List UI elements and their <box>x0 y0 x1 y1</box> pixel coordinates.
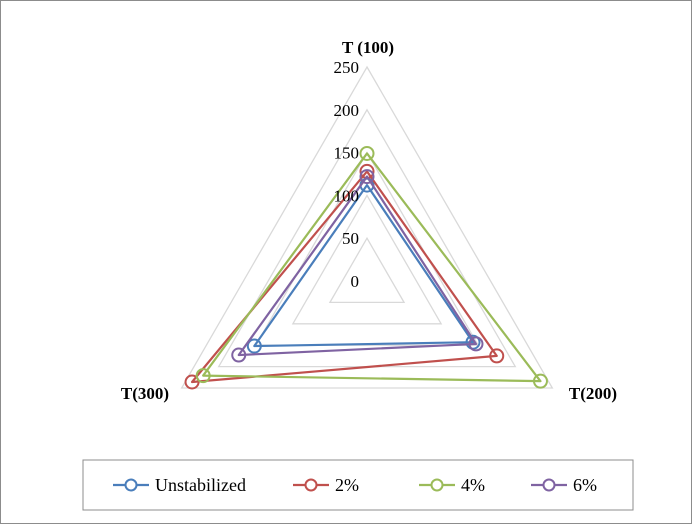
tick-label-layer: 0 50 100 150 200 250 <box>334 58 360 291</box>
legend-label: 4% <box>461 475 485 495</box>
series-3 <box>231 169 484 363</box>
series-2 <box>195 145 548 389</box>
series-0 <box>246 177 481 354</box>
data-point <box>195 368 211 384</box>
legend-item-3: 6% <box>531 475 597 495</box>
series-line <box>202 152 542 383</box>
legend-marker <box>542 478 556 492</box>
gridline-50 <box>328 236 406 304</box>
legend-marker <box>304 478 318 492</box>
data-point <box>489 348 505 364</box>
data-point <box>359 169 375 185</box>
series-layer <box>184 145 548 390</box>
tick-label: 100 <box>334 186 360 205</box>
tick-label: 50 <box>342 229 359 248</box>
legend-item-1: 2% <box>293 475 359 495</box>
tick-label: 150 <box>334 144 360 163</box>
legend-marker <box>124 478 138 492</box>
axis-label-t200: T(200) <box>569 384 617 403</box>
legend-label: Unstabilized <box>155 475 246 495</box>
tick-label: 250 <box>334 58 360 77</box>
series-line <box>190 170 498 384</box>
data-point <box>359 145 375 161</box>
grid-layer <box>180 65 554 389</box>
legend-item-0: Unstabilized <box>113 475 246 495</box>
tick-label: 200 <box>334 101 360 120</box>
series-line <box>237 175 478 357</box>
data-point <box>532 373 548 389</box>
data-point <box>231 347 247 363</box>
data-point <box>468 336 484 352</box>
data-point <box>246 338 262 354</box>
gridline-150 <box>254 151 480 346</box>
axis-label-layer: T (100) T(200) T(300) <box>121 38 617 403</box>
legend-item-2: 4% <box>419 475 485 495</box>
legend-label: 2% <box>335 475 359 495</box>
legend: Unstabilized 2% 4% 6% <box>113 475 597 495</box>
data-point <box>184 374 200 390</box>
gridline-100 <box>291 194 443 325</box>
legend-marker <box>430 478 444 492</box>
series-line <box>253 184 475 348</box>
axis-label-t100: T (100) <box>342 38 394 57</box>
tick-label: 0 <box>351 272 360 291</box>
axis-label-t300: T(300) <box>121 384 169 403</box>
legend-label: 6% <box>573 475 597 495</box>
gridline-250 <box>180 65 554 389</box>
